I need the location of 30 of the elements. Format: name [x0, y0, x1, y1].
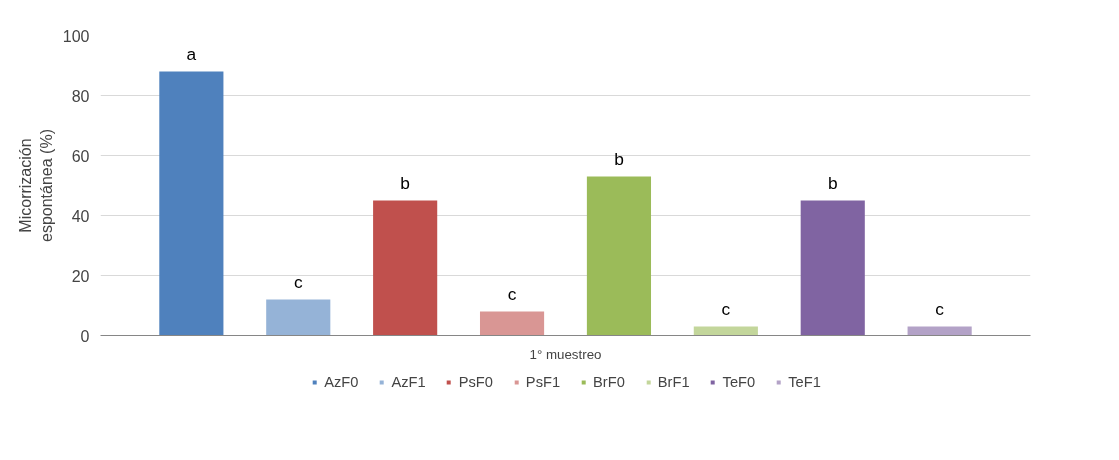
legend-label: AzF1: [391, 374, 426, 390]
annotation: c: [721, 298, 731, 319]
annotation: a: [186, 43, 197, 64]
bar: [373, 200, 438, 336]
bar: [266, 299, 331, 336]
y-tick-label: 60: [71, 147, 90, 165]
bar: [800, 200, 865, 336]
legend-label: PsF0: [458, 374, 493, 390]
y-axis-title: Micorrización espontánea (%): [17, 129, 55, 242]
annotation: b: [827, 172, 838, 193]
y-tick-label: 40: [71, 207, 90, 225]
legend-label: BrF1: [657, 374, 690, 390]
legend-label: TeF0: [722, 374, 756, 390]
y-tick-label: 0: [80, 327, 90, 345]
bar: [586, 176, 652, 336]
bar: [159, 71, 224, 336]
annotation: c: [507, 283, 517, 304]
annotation: c: [293, 271, 303, 292]
y-tick-label: 20: [71, 267, 90, 285]
legend-label: AzF0: [324, 374, 359, 390]
y-tick-label: 80: [71, 87, 90, 105]
legend-label: PsF1: [525, 374, 561, 390]
legend-label: BrF0: [593, 374, 625, 390]
annotation: b: [400, 172, 410, 193]
annotation: b: [614, 148, 624, 169]
legend-label: TeF1: [788, 374, 821, 390]
y-tick-label: 100: [62, 27, 90, 45]
bar: [479, 311, 545, 336]
annotation: c: [935, 298, 945, 319]
x-tick-label: 1° muestreo: [529, 346, 602, 362]
